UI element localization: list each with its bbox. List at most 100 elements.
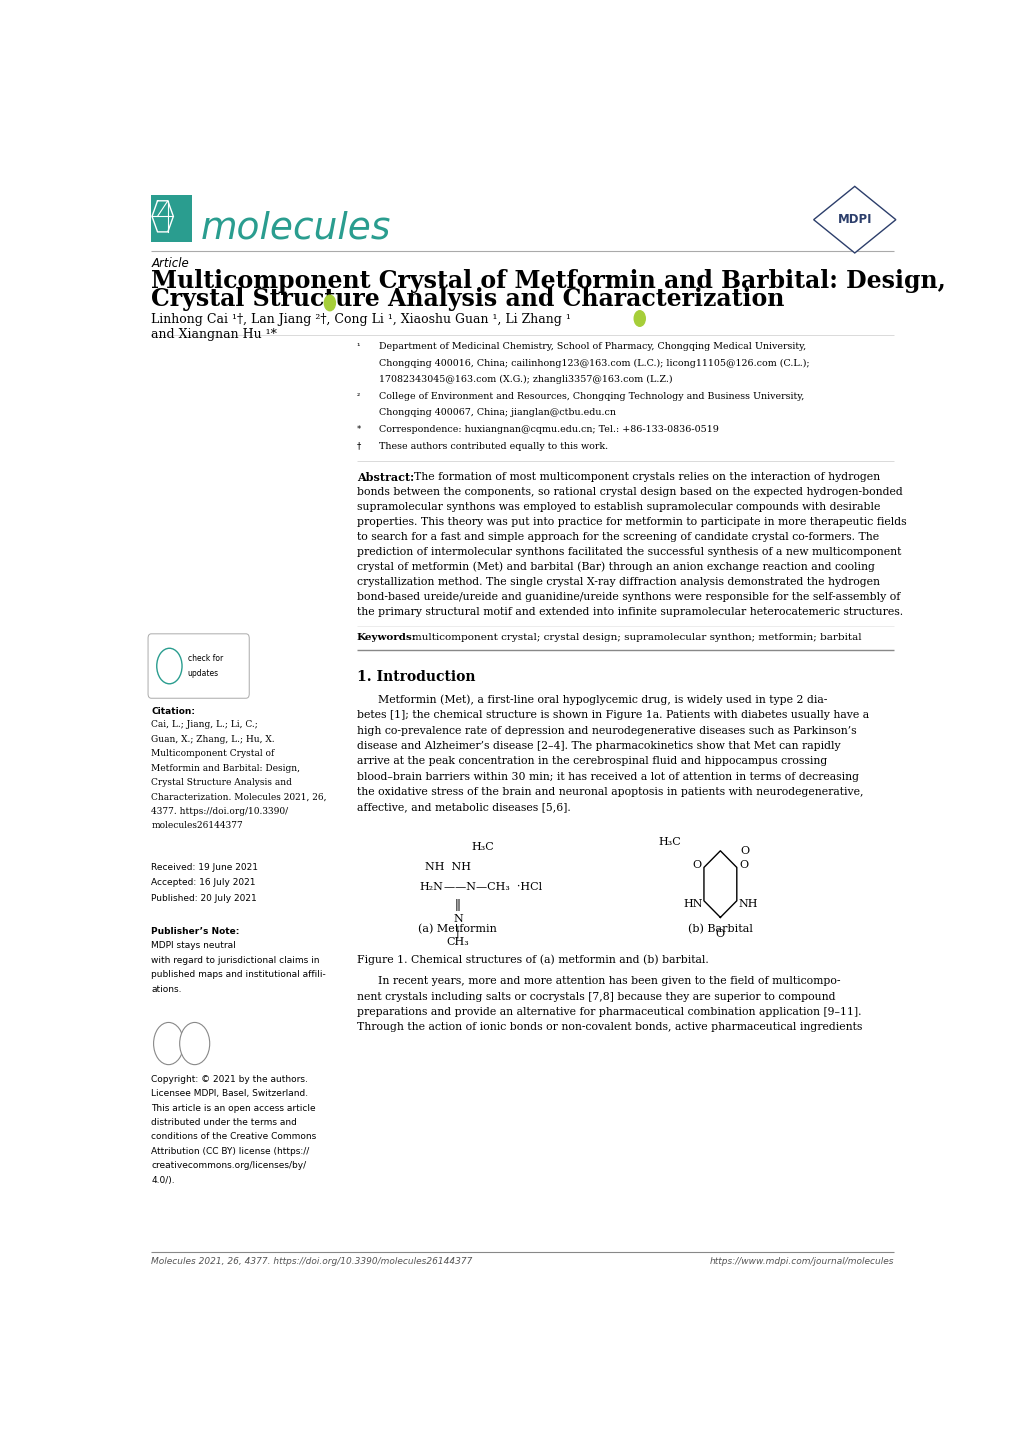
- Text: 17082343045@163.com (X.G.); zhangli3357@163.com (L.Z.): 17082343045@163.com (X.G.); zhangli3357@…: [378, 375, 672, 384]
- Circle shape: [634, 310, 645, 326]
- Text: BY: BY: [189, 1040, 201, 1048]
- Text: Molecules 2021, 26, 4377. https://doi.org/10.3390/molecules26144377: Molecules 2021, 26, 4377. https://doi.or…: [151, 1257, 472, 1266]
- Text: Abstract:: Abstract:: [357, 472, 414, 483]
- Text: bonds between the components, so rational crystal design based on the expected h: bonds between the components, so rationa…: [357, 487, 902, 496]
- Text: |: |: [455, 926, 460, 937]
- Text: molecules26144377: molecules26144377: [151, 822, 243, 831]
- Text: Publisher’s Note:: Publisher’s Note:: [151, 927, 239, 936]
- Text: Through the action of ionic bonds or non-covalent bonds, active pharmaceutical i: Through the action of ionic bonds or non…: [357, 1022, 861, 1032]
- Text: disease and Alzheimer’s disease [2–4]. The pharmacokinetics show that Met can ra: disease and Alzheimer’s disease [2–4]. T…: [357, 741, 840, 751]
- Text: This article is an open access article: This article is an open access article: [151, 1103, 316, 1113]
- Text: Citation:: Citation:: [151, 707, 195, 717]
- Text: ations.: ations.: [151, 985, 181, 994]
- Text: The formation of most multicomponent crystals relies on the interaction of hydro: The formation of most multicomponent cry…: [414, 472, 879, 482]
- Text: Keywords:: Keywords:: [357, 633, 416, 642]
- Text: cc: cc: [163, 1040, 173, 1048]
- Text: molecules: molecules: [200, 211, 390, 247]
- Text: crystallization method. The single crystal X-ray diffraction analysis demonstrat: crystallization method. The single cryst…: [357, 577, 878, 587]
- Text: ——N—CH₃  ·HCl: ——N—CH₃ ·HCl: [443, 883, 541, 893]
- Text: Chongqing 400067, China; jianglan@ctbu.edu.cn: Chongqing 400067, China; jianglan@ctbu.e…: [378, 408, 615, 417]
- Text: ²: ²: [357, 392, 360, 401]
- Text: prediction of intermolecular synthons facilitated the successful synthesis of a : prediction of intermolecular synthons fa…: [357, 547, 900, 557]
- Text: iD: iD: [636, 316, 642, 322]
- Text: https://www.mdpi.com/journal/molecules: https://www.mdpi.com/journal/molecules: [709, 1257, 894, 1266]
- Text: bond-based ureide/ureide and guanidine/ureide synthons were responsible for the : bond-based ureide/ureide and guanidine/u…: [357, 591, 899, 601]
- Text: HN: HN: [683, 898, 702, 908]
- Text: properties. This theory was put into practice for metformin to participate in mo: properties. This theory was put into pra…: [357, 516, 906, 526]
- Text: Characterization. Molecules 2021, 26,: Characterization. Molecules 2021, 26,: [151, 793, 326, 802]
- Text: (b) Barbital: (b) Barbital: [687, 924, 752, 934]
- Text: 1. Introduction: 1. Introduction: [357, 671, 475, 685]
- Text: 4377. https://doi.org/10.3390/: 4377. https://doi.org/10.3390/: [151, 808, 288, 816]
- Text: Licensee MDPI, Basel, Switzerland.: Licensee MDPI, Basel, Switzerland.: [151, 1089, 308, 1097]
- Text: Attribution (CC BY) license (https://: Attribution (CC BY) license (https://: [151, 1146, 309, 1156]
- Text: Linhong Cai ¹†, Lan Jiang ²†, Cong Li ¹, Xiaoshu Guan ¹, Li Zhang ¹: Linhong Cai ¹†, Lan Jiang ²†, Cong Li ¹,…: [151, 313, 571, 326]
- Text: Crystal Structure Analysis and Characterization: Crystal Structure Analysis and Character…: [151, 287, 784, 311]
- Text: 4.0/).: 4.0/).: [151, 1175, 174, 1185]
- Text: iD: iD: [326, 300, 333, 306]
- Text: O: O: [692, 859, 700, 870]
- Text: updates: updates: [187, 669, 218, 678]
- Text: ✔: ✔: [165, 662, 173, 671]
- Text: Article: Article: [151, 258, 189, 271]
- Text: H₂N: H₂N: [420, 883, 443, 893]
- FancyBboxPatch shape: [357, 829, 894, 945]
- Text: MDPI: MDPI: [837, 213, 871, 226]
- Text: Figure 1. Chemical structures of (a) metformin and (b) barbital.: Figure 1. Chemical structures of (a) met…: [357, 955, 708, 965]
- Text: conditions of the Creative Commons: conditions of the Creative Commons: [151, 1132, 316, 1142]
- FancyBboxPatch shape: [151, 195, 193, 242]
- Text: Copyright: © 2021 by the authors.: Copyright: © 2021 by the authors.: [151, 1074, 308, 1083]
- Text: betes [1]; the chemical structure is shown in Figure 1a. Patients with diabetes : betes [1]; the chemical structure is sho…: [357, 711, 868, 720]
- Text: CH₃: CH₃: [446, 937, 469, 947]
- Text: the primary structural motif and extended into infinite supramolecular heterocat: the primary structural motif and extende…: [357, 607, 902, 617]
- Text: check for: check for: [187, 653, 222, 663]
- Circle shape: [157, 649, 181, 684]
- Text: *: *: [357, 425, 361, 434]
- Text: with regard to jurisdictional claims in: with regard to jurisdictional claims in: [151, 956, 319, 965]
- Text: H₃C: H₃C: [657, 838, 681, 848]
- Text: ¹: ¹: [357, 342, 360, 350]
- Text: †: †: [357, 441, 361, 451]
- Text: Metformin (Met), a first-line oral hypoglycemic drug, is widely used in type 2 d: Metformin (Met), a first-line oral hypog…: [357, 695, 826, 705]
- Text: H₃C: H₃C: [471, 842, 493, 852]
- Text: In recent years, more and more attention has been given to the field of multicom: In recent years, more and more attention…: [357, 976, 840, 986]
- Text: ∥: ∥: [454, 900, 461, 913]
- Text: Accepted: 16 July 2021: Accepted: 16 July 2021: [151, 878, 256, 887]
- Text: high co-prevalence rate of depression and neurodegenerative diseases such as Par: high co-prevalence rate of depression an…: [357, 725, 856, 735]
- Text: blood–brain barriers within 30 min; it has received a lot of attention in terms : blood–brain barriers within 30 min; it h…: [357, 771, 858, 782]
- Text: O: O: [740, 846, 749, 857]
- Circle shape: [324, 296, 335, 310]
- Circle shape: [179, 1022, 210, 1064]
- Text: MDPI stays neutral: MDPI stays neutral: [151, 942, 235, 950]
- Text: College of Environment and Resources, Chongqing Technology and Business Universi: College of Environment and Resources, Ch…: [378, 392, 803, 401]
- Text: Crystal Structure Analysis and: Crystal Structure Analysis and: [151, 779, 291, 787]
- Text: supramolecular synthons was employed to establish supramolecular compounds with : supramolecular synthons was employed to …: [357, 502, 879, 512]
- Text: NH: NH: [738, 898, 757, 908]
- Text: Received: 19 June 2021: Received: 19 June 2021: [151, 862, 258, 871]
- Text: Department of Medicinal Chemistry, School of Pharmacy, Chongqing Medical Univers: Department of Medicinal Chemistry, Schoo…: [378, 342, 805, 350]
- Text: Multicomponent Crystal of: Multicomponent Crystal of: [151, 750, 274, 758]
- Text: the oxidative stress of the brain and neuronal apoptosis in patients with neurod: the oxidative stress of the brain and ne…: [357, 787, 862, 797]
- Text: multicomponent crystal; crystal design; supramolecular synthon; metformin; barbi: multicomponent crystal; crystal design; …: [412, 633, 861, 642]
- Text: to search for a fast and simple approach for the screening of candidate crystal : to search for a fast and simple approach…: [357, 532, 878, 542]
- Circle shape: [154, 1022, 183, 1064]
- Polygon shape: [813, 186, 895, 252]
- Text: Chongqing 400016, China; cailinhong123@163.com (L.C.); licong11105@126.com (C.L.: Chongqing 400016, China; cailinhong123@1…: [378, 359, 809, 368]
- Text: O: O: [715, 929, 725, 939]
- Text: N: N: [452, 914, 463, 924]
- Text: Multicomponent Crystal of Metformin and Barbital: Design,: Multicomponent Crystal of Metformin and …: [151, 268, 945, 293]
- Text: affective, and metabolic diseases [5,6].: affective, and metabolic diseases [5,6].: [357, 802, 570, 812]
- Text: creativecommons.org/licenses/by/: creativecommons.org/licenses/by/: [151, 1161, 306, 1171]
- Text: Guan, X.; Zhang, L.; Hu, X.: Guan, X.; Zhang, L.; Hu, X.: [151, 735, 274, 744]
- Text: O: O: [739, 859, 748, 870]
- Text: (a) Metformin: (a) Metformin: [418, 924, 497, 934]
- Text: Metformin and Barbital: Design,: Metformin and Barbital: Design,: [151, 764, 300, 773]
- Text: published maps and institutional affili-: published maps and institutional affili-: [151, 970, 326, 979]
- Text: arrive at the peak concentration in the cerebrospinal fluid and hippocampus cros: arrive at the peak concentration in the …: [357, 756, 826, 766]
- Text: crystal of metformin (Met) and barbital (Bar) through an anion exchange reaction: crystal of metformin (Met) and barbital …: [357, 561, 873, 572]
- Text: nent crystals including salts or cocrystals [7,8] because they are superior to c: nent crystals including salts or cocryst…: [357, 992, 835, 1002]
- Text: NH  NH: NH NH: [424, 862, 470, 872]
- Text: and Xiangnan Hu ¹*: and Xiangnan Hu ¹*: [151, 329, 277, 342]
- Text: Cai, L.; Jiang, L.; Li, C.;: Cai, L.; Jiang, L.; Li, C.;: [151, 721, 258, 730]
- Text: preparations and provide an alternative for pharmaceutical combination applicati: preparations and provide an alternative …: [357, 1007, 860, 1017]
